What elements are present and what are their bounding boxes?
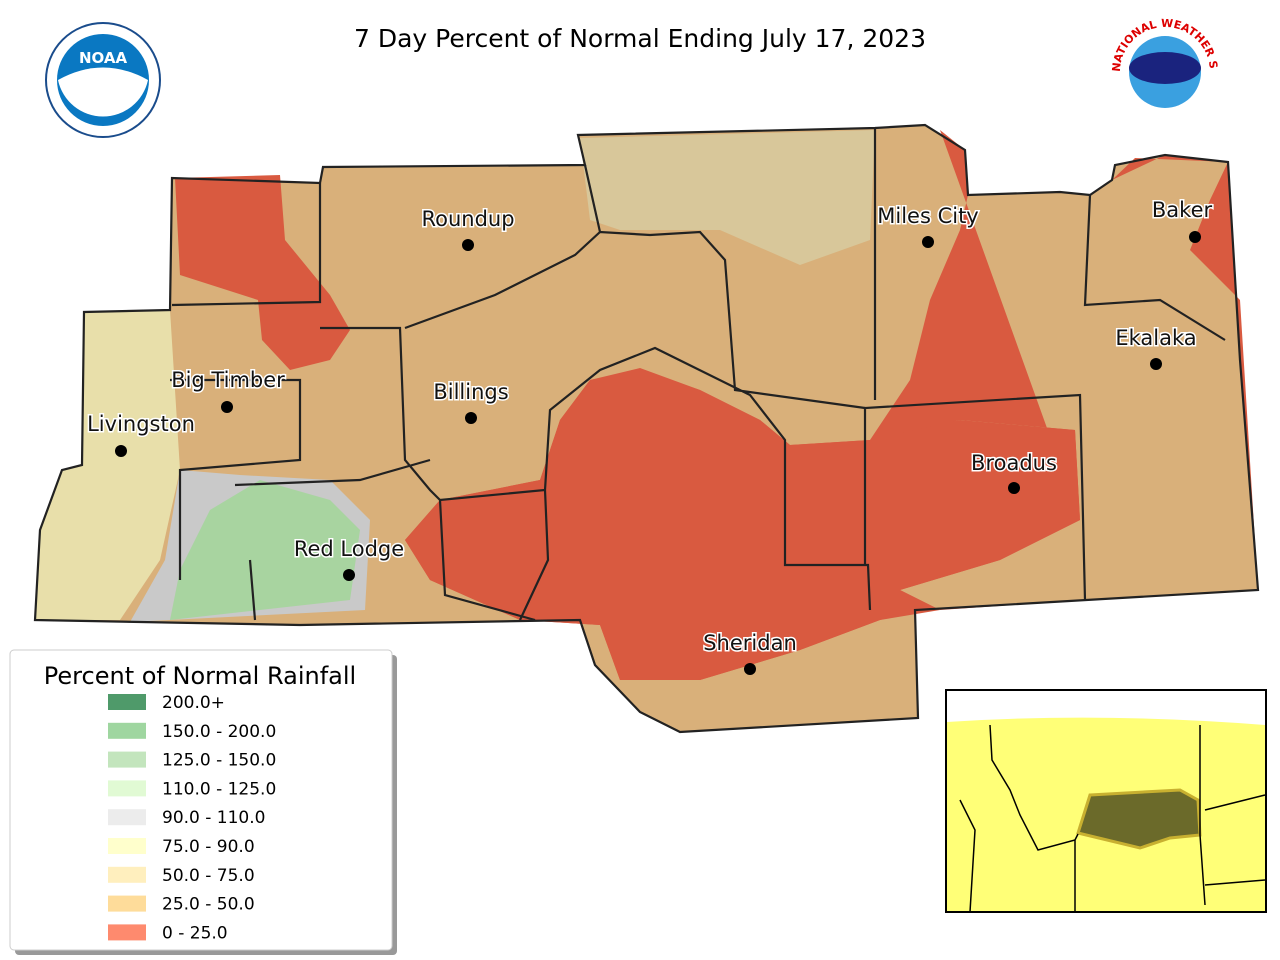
city-label: Sheridan — [703, 631, 797, 655]
legend-swatch — [108, 751, 146, 768]
legend-swatch — [108, 895, 146, 912]
city-label: Broadus — [971, 451, 1057, 475]
legend-label: 90.0 - 110.0 — [162, 808, 265, 828]
noaa-logo: NOAA — [45, 22, 161, 138]
legend-title: Percent of Normal Rainfall — [44, 662, 356, 690]
legend-swatch — [108, 722, 146, 739]
legend-swatch — [108, 924, 146, 941]
legend-label: 110.0 - 125.0 — [162, 779, 276, 799]
legend-label: 50.0 - 75.0 — [162, 866, 255, 886]
legend-label: 200.0+ — [162, 693, 225, 713]
legend: Percent of Normal Rainfall 200.0+ 150.0 -… — [9, 649, 397, 955]
city-label: Ekalaka — [1115, 326, 1196, 350]
legend-label: 0 - 25.0 — [162, 923, 228, 943]
map — [33, 123, 1260, 734]
city-label: Red Lodge — [294, 537, 404, 561]
legend-swatch — [108, 694, 146, 710]
city-label: Miles City — [877, 204, 978, 228]
legend-label: 125.0 - 150.0 — [162, 751, 276, 771]
legend-swatch — [108, 809, 146, 826]
city-label: Billings — [433, 380, 508, 404]
legend-label: 150.0 - 200.0 — [162, 722, 276, 742]
noaa-text: NOAA — [79, 49, 128, 67]
legend-swatch — [108, 866, 146, 883]
cities: Roundup Miles City Baker Ekalaka Big Tim… — [86, 197, 1214, 675]
city-label: Baker — [1152, 198, 1213, 222]
legend-label: 75.0 - 90.0 — [162, 837, 255, 857]
city-label: Big Timber — [171, 368, 285, 392]
nws-logo: NATIONAL WEATHER SERVICE — [0, 0, 1220, 108]
legend-swatch — [108, 838, 146, 854]
title: 7 Day Percent of Normal Ending July 17, … — [354, 24, 926, 53]
legend-swatch — [108, 780, 146, 797]
city-label: Livingston — [87, 412, 195, 436]
inset-map — [945, 689, 1267, 913]
city-label: Roundup — [421, 207, 514, 231]
legend-label: 25.0 - 50.0 — [162, 895, 255, 915]
